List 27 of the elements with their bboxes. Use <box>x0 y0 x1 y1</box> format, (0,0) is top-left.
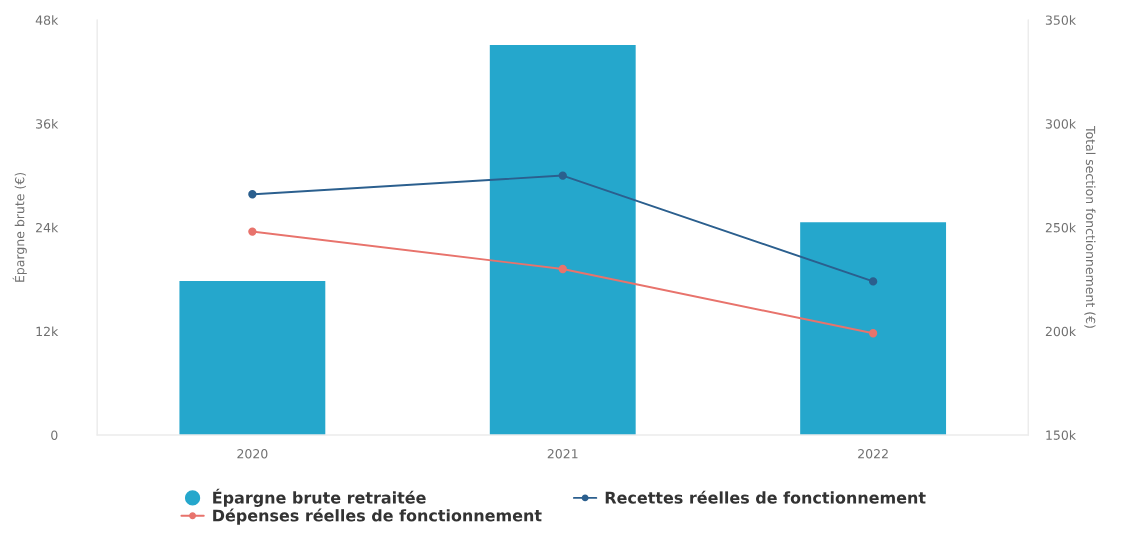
legend-label: Recettes réelles de fonctionnement <box>605 490 926 504</box>
bar <box>179 281 326 435</box>
bar <box>800 222 947 435</box>
y2-tick-label: 200k <box>1045 326 1077 337</box>
y2-tick-label: 250k <box>1045 222 1077 233</box>
y2-tick-label: 150k <box>1046 430 1077 440</box>
y-tick-label: 12k <box>36 326 59 336</box>
y2-tick-label: 350k <box>1045 15 1077 25</box>
y-tick-label: 48k <box>35 15 59 25</box>
point <box>868 277 878 286</box>
legend-label: Épargne brute retraitée <box>213 488 426 507</box>
y-axis-title: Épargne brute (€) <box>12 172 27 282</box>
point <box>248 190 257 199</box>
y2-tick-label: 300k <box>1045 118 1077 129</box>
x-tick-label: 2020 <box>237 449 268 459</box>
point <box>558 171 567 180</box>
x-tick-label: 2022 <box>858 449 888 459</box>
point <box>868 329 878 338</box>
y-tick-label: 24k <box>36 222 59 233</box>
y-tick-label: 0 <box>51 430 58 440</box>
point <box>248 227 257 236</box>
legend-label: Dépenses réelles de fonctionnement <box>213 508 542 525</box>
x-tick-label: 2021 <box>547 449 578 459</box>
point <box>558 264 567 274</box>
y-tick-label: 36k <box>36 118 59 129</box>
y2-axis-title: Total section fonctionnement (€) <box>1084 125 1096 328</box>
bar <box>489 45 636 435</box>
